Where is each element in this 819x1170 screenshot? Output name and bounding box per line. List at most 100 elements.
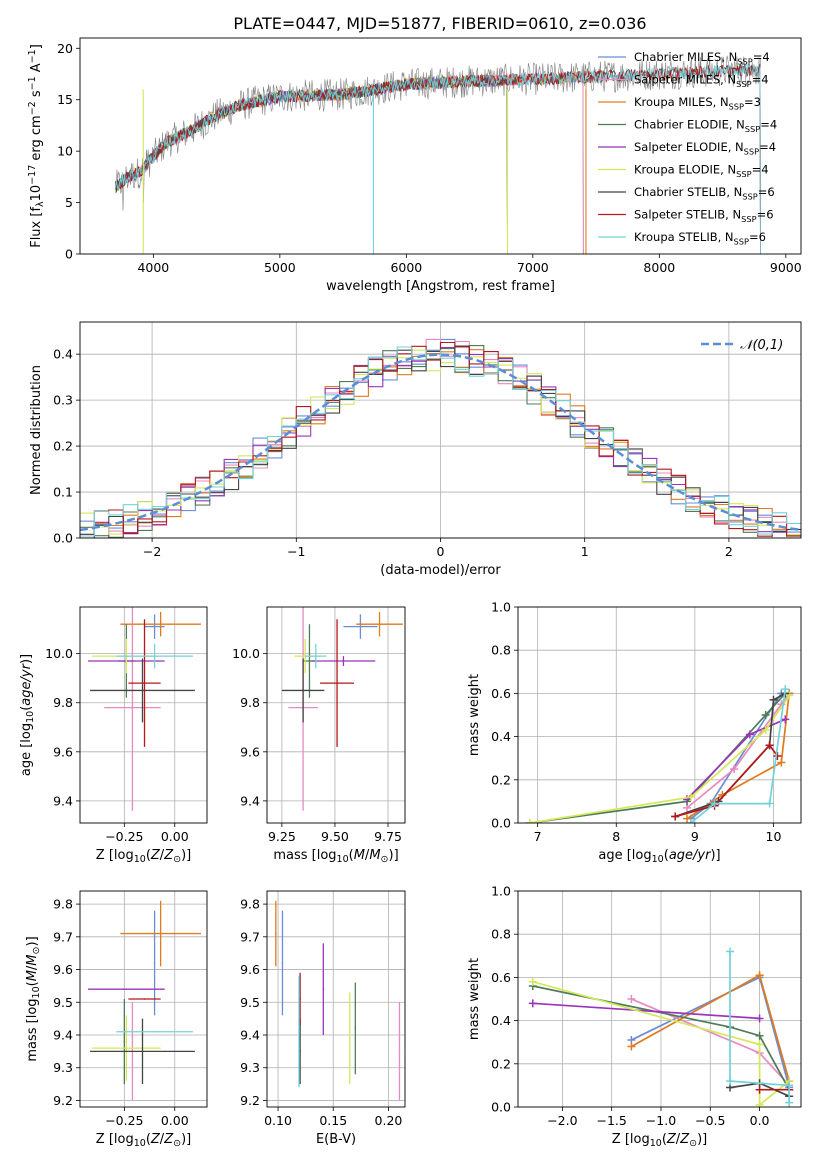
y-tick-label: 9.3	[240, 1060, 260, 1075]
series-marker	[525, 819, 534, 823]
y-tick-label: 9.4	[53, 793, 73, 808]
x-tick-label: −0.25	[105, 1113, 143, 1128]
data-point	[159, 932, 162, 935]
series-marker	[755, 1014, 764, 1023]
legend-label: Salpeter MILES, NSSP=4	[634, 73, 769, 89]
plot-layer: 4000 5000 6000 7000 8000 900005101520Chabrier…	[19, 37, 802, 1149]
data-point	[141, 689, 144, 692]
massweight_vs_age-axes: 7 8 9 10 0.0 0.2 0.4 0.6 0.8 1.0 age [log10(age/yr…	[467, 600, 802, 865]
y-tick-label: 0.4	[491, 729, 511, 744]
data-point	[153, 962, 156, 964]
massweight_vs_Z-plot	[528, 947, 794, 1107]
age_vs_mass-xlabel: mass [log10(M/M⊙)]	[273, 848, 398, 865]
age_vs_mass-plot	[281, 607, 403, 811]
x-tick-label: 6000	[390, 260, 422, 275]
x-tick-label: 0.10	[264, 1113, 292, 1128]
legend-label: Kroupa MILES, NSSP=3	[634, 95, 761, 111]
x-tick-label: 9000	[770, 260, 802, 275]
spectrum-plot	[114, 55, 761, 254]
x-tick-label: 0.00	[161, 1113, 189, 1128]
series-marker	[765, 799, 774, 808]
series-line	[529, 695, 790, 823]
series-marker	[683, 814, 692, 823]
x-tick-label: −1.0	[646, 1113, 676, 1128]
series-marker	[710, 799, 719, 808]
massweight_vs_age-ylabel: mass weight	[467, 674, 482, 756]
y-tick-label: 0.8	[491, 643, 511, 658]
series-marker	[761, 711, 770, 719]
y-tick-label: 0.8	[491, 927, 511, 942]
series-marker	[528, 977, 537, 986]
x-tick-label: 2	[725, 544, 733, 559]
y-tick-label: 15	[57, 92, 73, 107]
data-point	[298, 1030, 300, 1033]
series-marker	[726, 947, 735, 956]
y-tick-label: 0.3	[53, 393, 73, 408]
series-marker	[761, 726, 770, 735]
data-point	[125, 1047, 128, 1049]
data-point	[125, 988, 128, 990]
mass_vs_ebv-axes: 0.10 0.15 0.20 9.2 9.3 9.4 9.5 9.6 9.7 9.8 E(B-V)	[240, 890, 406, 1147]
y-tick-label: 9.8	[240, 695, 260, 710]
x-tick-label: 0.15	[319, 1113, 347, 1128]
y-tick-label: 0.4	[491, 1013, 511, 1028]
y-tick-label: 0.2	[491, 772, 511, 787]
data-point	[322, 988, 325, 990]
series-marker	[769, 695, 778, 704]
series-marker	[755, 971, 764, 980]
y-tick-label: 10.0	[232, 646, 260, 661]
x-tick-label: 7000	[517, 260, 549, 275]
series-marker	[686, 793, 695, 802]
series-marker	[781, 715, 790, 724]
y-tick-label: 9.6	[53, 962, 73, 977]
data-point	[131, 706, 134, 709]
x-tick-label: −2.0	[547, 1113, 577, 1128]
x-tick-label: −0.5	[695, 1113, 725, 1128]
x-tick-label: 0.0	[750, 1113, 770, 1128]
series-marker	[781, 685, 790, 694]
x-tick-label: 9.25	[268, 829, 296, 844]
y-tick-label: 0.2	[491, 1056, 511, 1071]
data-point	[141, 1050, 144, 1053]
mass_vs_ebv-xlabel: E(B-V)	[316, 1132, 356, 1147]
series-marker	[755, 1100, 764, 1107]
x-tick-label: 0	[437, 544, 445, 559]
massweight_vs_Z-ylabel: mass weight	[467, 958, 482, 1040]
legend-label: 𝒩(0,1)	[740, 338, 783, 353]
data-point	[153, 655, 156, 657]
series-marker	[528, 999, 537, 1008]
series-line	[729, 951, 791, 1103]
massweight_vs_age-frame	[517, 606, 802, 824]
x-tick-label: 4000	[137, 260, 169, 275]
series-marker	[765, 741, 774, 750]
y-tick-label: 9.3	[53, 1060, 73, 1075]
age_vs_mass-axes: 9.25 9.50 9.75 9.4 9.6 9.8 10.0 mass [log10(M/M…	[232, 606, 406, 865]
legend-label: Kroupa STELIB, NSSP=6	[634, 230, 766, 246]
y-tick-label: 9.4	[240, 793, 260, 808]
y-tick-label: 9.6	[53, 744, 73, 759]
x-tick-label: 5000	[264, 260, 296, 275]
series-marker	[785, 1098, 794, 1107]
y-tick-label: 0.1	[53, 485, 73, 500]
x-tick-label: 8	[612, 829, 620, 844]
spectrum-xlabel: wavelength [Angstrom, rest frame]	[326, 279, 555, 294]
mass_vs_ebv-plot	[275, 900, 401, 1101]
data-point	[143, 998, 146, 1000]
y-tick-label: 20	[57, 41, 73, 56]
y-tick-label: 10	[57, 144, 73, 159]
age_vs_Z-plot	[88, 607, 201, 811]
spectrum-title: PLATE=0447, MJD=51877, FIBERID=0610, z=0…	[233, 14, 646, 33]
y-tick-label: 0	[65, 247, 73, 262]
y-tick-label: 0.6	[491, 686, 511, 701]
y-tick-label: 9.4	[53, 1028, 73, 1043]
y-tick-label: 1.0	[491, 884, 511, 899]
data-point	[123, 1040, 126, 1043]
series-marker	[777, 758, 786, 767]
data-point	[342, 660, 345, 662]
data-point	[281, 962, 284, 964]
series-marker	[671, 812, 680, 821]
x-tick-label: 9	[691, 829, 699, 844]
series-line	[532, 1002, 760, 1020]
x-tick-label: 7	[534, 829, 542, 844]
